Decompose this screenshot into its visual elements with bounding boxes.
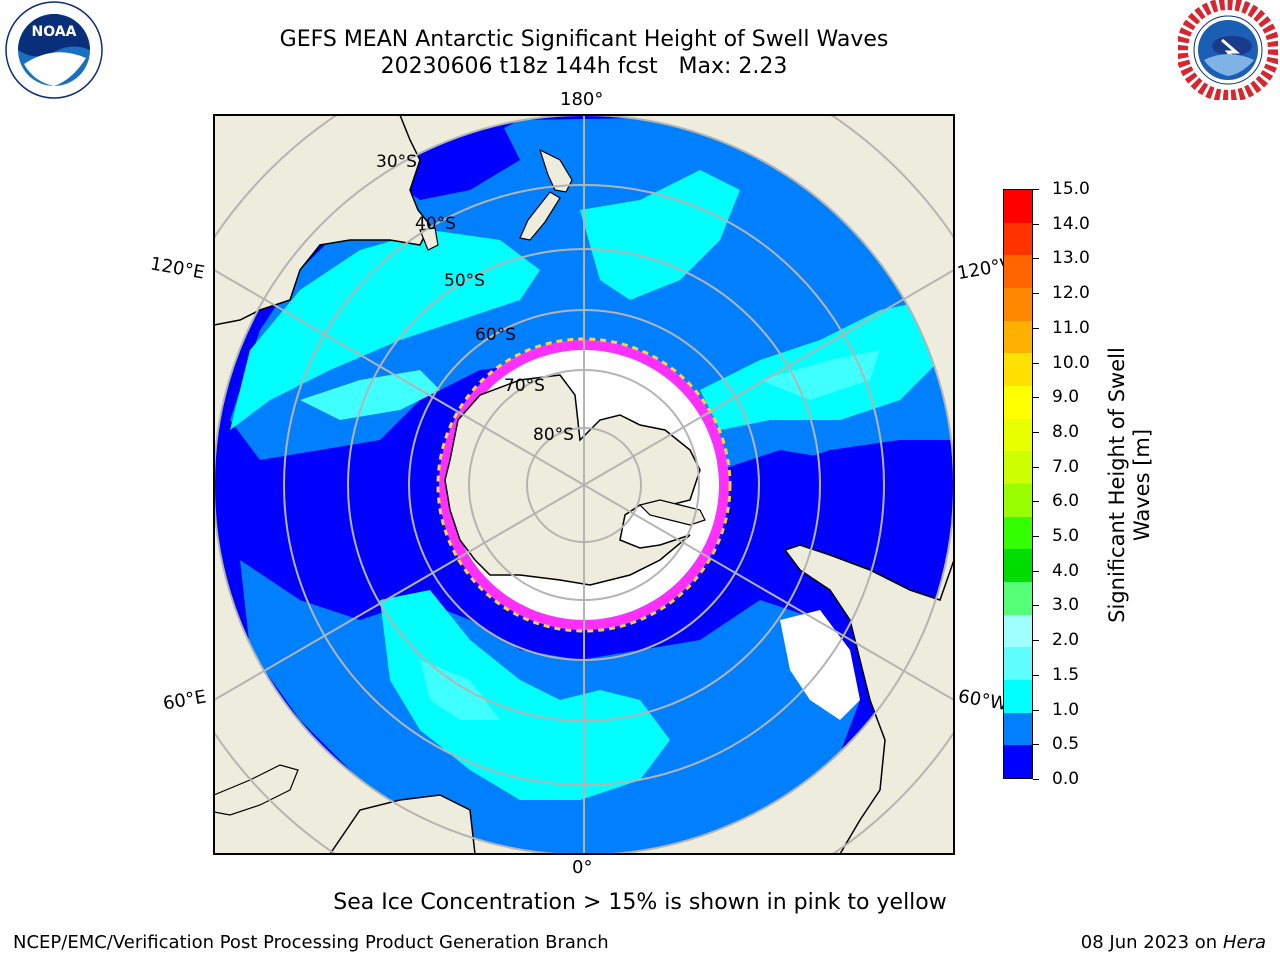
sea-ice-note: Sea Ice Concentration > 15% is shown in …: [333, 890, 947, 915]
madagascar-land: [214, 764, 299, 816]
lat-label-40s: 40°S: [415, 214, 456, 234]
swell-band-1.0-1.5-west: [230, 230, 540, 430]
colorbar-tick: [1033, 709, 1039, 711]
colorbar-tick: [1033, 466, 1039, 468]
colorbar-tick-label: 11.0: [1052, 317, 1090, 338]
colorbar-tick-label: 13.0: [1052, 248, 1090, 269]
nws-logo: [1178, 0, 1278, 100]
colorbar-tick-label: 15.0: [1052, 179, 1090, 199]
colorbar-tick: [1033, 258, 1039, 260]
colorbar-segment: [1004, 484, 1032, 517]
colorbar-tick-label: 1.0: [1052, 699, 1080, 720]
lat-label-60s: 60°S: [475, 325, 516, 345]
colorbar-segment: [1004, 549, 1032, 583]
lon-label-0: 0°: [572, 857, 593, 878]
colorbar-tick-label: 0.5: [1052, 734, 1080, 755]
colorbar-tick: [1033, 223, 1039, 225]
colorbar-tick-label: 14.0: [1052, 213, 1090, 234]
colorbar-segment: [1004, 288, 1032, 321]
lat-label-50s: 50°S: [444, 271, 485, 291]
south-america-land: [783, 544, 954, 854]
new-zealand-north: [538, 148, 573, 193]
colorbar: [1003, 189, 1033, 779]
australia-land: [214, 115, 431, 326]
colorbar-tick-label: 7.0: [1052, 456, 1080, 477]
colorbar-tick: [1033, 570, 1039, 572]
colorbar-tick-label: 4.0: [1052, 560, 1080, 581]
new-zealand-south: [519, 191, 561, 241]
colorbar-tick: [1033, 431, 1039, 433]
colorbar-segment: [1004, 614, 1032, 648]
colorbar-title-line1: Significant Height of Swell: [1105, 347, 1129, 623]
colorbar-segment: [1004, 451, 1032, 485]
noaa-logo: NOAA: [5, 1, 103, 99]
swell-band-1.5-2.0-a: [300, 370, 440, 420]
colorbar-tick-label: 0.0: [1052, 769, 1080, 789]
colorbar-tick: [1033, 293, 1039, 295]
map-frame: [213, 114, 955, 855]
swell-low-west: [214, 470, 360, 600]
swell-band-1.5-2.0-c: [420, 660, 500, 720]
colorbar-tick: [1033, 605, 1039, 607]
colorbar-tick-label: 12.0: [1052, 283, 1090, 304]
missing-data-patch: [780, 610, 860, 720]
lon-label-180: 180°: [560, 89, 604, 110]
colorbar-segment: [1004, 582, 1032, 615]
swell-band-1.5-2.0-b: [760, 350, 880, 400]
noaa-logo-text: NOAA: [32, 24, 77, 40]
colorbar-segment: [1004, 255, 1032, 289]
colorbar-segment: [1004, 712, 1032, 746]
colorbar-tick: [1033, 397, 1039, 399]
colorbar-tick: [1033, 674, 1039, 676]
tasmania-land: [419, 227, 439, 251]
graticule: [214, 115, 954, 854]
antarctic-peninsula: [638, 499, 706, 526]
colorbar-tick: [1033, 744, 1039, 746]
footer-credit: NCEP/EMC/Verification Post Processing Pr…: [13, 932, 609, 953]
colorbar-title-line2: Waves [m]: [1130, 428, 1154, 542]
lat-label-70s: 70°S: [504, 376, 545, 396]
colorbar-tick-label: 1.5: [1052, 664, 1080, 685]
colorbar-tick-label: 5.0: [1052, 526, 1080, 547]
africa-land: [329, 794, 476, 854]
footer-date: 08 Jun 2023 on Hera: [1081, 932, 1266, 953]
swell-band-1.0-1.5-north: [580, 170, 740, 300]
swell-band-1.0-1.5-south: [380, 590, 670, 800]
footer-date-text: 08 Jun 2023 on: [1080, 932, 1218, 953]
colorbar-segment: [1004, 353, 1032, 387]
colorbar-segment: [1004, 320, 1032, 354]
swell-low-east: [720, 450, 954, 620]
colorbar-tick: [1033, 640, 1039, 642]
colorbar-tick-label: 2.0: [1052, 630, 1080, 651]
colorbar-segment: [1004, 190, 1032, 223]
lat-label-80s: 80°S: [533, 425, 574, 445]
colorbar-segment: [1004, 516, 1032, 550]
colorbar-segment: [1004, 386, 1032, 419]
colorbar-segment: [1004, 745, 1032, 779]
colorbar-segment: [1004, 647, 1032, 681]
colorbar-tick: [1033, 189, 1039, 190]
colorbar-tick: [1033, 327, 1039, 329]
colorbar-tick: [1033, 501, 1039, 503]
colorbar-segment: [1004, 418, 1032, 452]
colorbar-tick: [1033, 536, 1039, 538]
chart-title: GEFS MEAN Antarctic Significant Height o…: [279, 27, 889, 52]
lat-label-30s: 30°S: [376, 152, 417, 172]
colorbar-segment: [1004, 222, 1032, 256]
antarctica-landmass: [444, 374, 701, 586]
colorbar-tick-label: 3.0: [1052, 595, 1080, 616]
colorbar-tick-label: 10.0: [1052, 352, 1090, 373]
footer-host: Hera: [1222, 932, 1266, 953]
colorbar-tick: [1033, 362, 1039, 364]
colorbar-tick-label: 8.0: [1052, 421, 1080, 442]
chart-subtitle: 20230606 t18z 144h fcst Max: 2.23: [380, 54, 788, 79]
colorbar-tick-label: 9.0: [1052, 387, 1080, 408]
colorbar-segment: [1004, 680, 1032, 713]
colorbar-title: Significant Height of Swell Waves [m]: [1105, 325, 1155, 645]
colorbar-tick-label: 6.0: [1052, 491, 1080, 512]
colorbar-tick: [1033, 779, 1039, 780]
